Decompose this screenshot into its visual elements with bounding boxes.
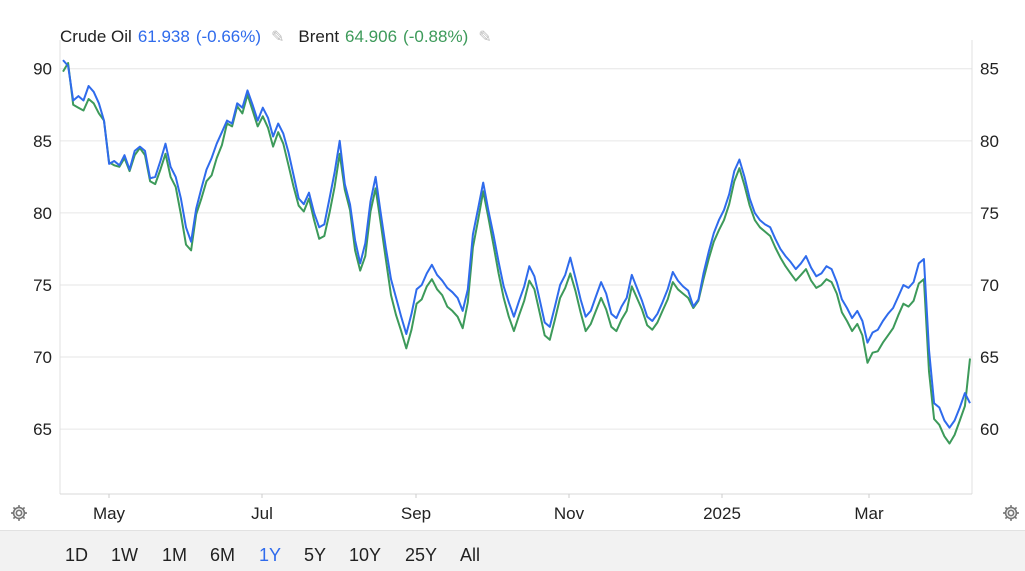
chart-area: 90 85 80 75 70 65 85 80 75 70 65 60 May Jul Sep Nov 2025…	[8, 27, 1022, 524]
series-line-crude-oil	[62, 59, 971, 429]
range-25y-button[interactable]: 25Y	[405, 545, 438, 565]
pencil-icon[interactable]: ✎	[478, 29, 492, 46]
x-axis-tick-label: 2025	[703, 504, 741, 523]
left-axis-tick-label: 70	[33, 348, 52, 367]
right-axis-tick-label: 70	[980, 276, 999, 295]
range-5y-button[interactable]: 5Y	[304, 545, 327, 565]
legend-crude-oil-name: Crude Oil	[60, 27, 132, 46]
legend-crude-oil-value: 61.938	[137, 27, 190, 46]
gear-icon[interactable]	[8, 502, 30, 524]
gear-icon[interactable]	[1000, 502, 1022, 524]
left-axis-tick-label: 65	[33, 420, 52, 439]
legend-crude-oil[interactable]: Crude Oil 61.938 (-0.66%) ✎	[60, 27, 284, 47]
range-1d-button[interactable]: 1D	[65, 545, 89, 565]
right-axis-tick-label: 85	[980, 60, 999, 79]
legend-crude-oil-change: (-0.66%)	[195, 27, 261, 46]
legend-brent-change: (-0.88%)	[403, 27, 469, 46]
range-10y-button[interactable]: 10Y	[349, 545, 382, 565]
range-1m-button[interactable]: 1M	[162, 545, 188, 565]
price-chart: 90 85 80 75 70 65 85 80 75 70 65 60 May Jul Sep Nov 2025…	[33, 40, 999, 523]
legend-brent[interactable]: Brent 64.906 (-0.88%) ✎	[298, 27, 491, 47]
left-axis-tick-label: 75	[33, 276, 52, 295]
left-axis-tick-label: 90	[33, 60, 52, 79]
legend-brent-name: Brent	[298, 27, 340, 46]
range-selector: 1D 1W 1M 6M 1Y 5Y 10Y 25Y All	[0, 530, 1025, 571]
right-axis-tick-label: 65	[980, 348, 999, 367]
x-axis-tick-label: Jul	[251, 504, 273, 523]
pencil-icon[interactable]: ✎	[271, 29, 285, 46]
range-1w-button[interactable]: 1W	[111, 545, 138, 565]
x-axis-tick-label: Mar	[854, 504, 884, 523]
x-axis-tick-label: Nov	[554, 504, 585, 523]
legend-brent-value: 64.906	[345, 27, 398, 46]
right-axis-tick-label: 75	[980, 204, 999, 223]
range-6m-button[interactable]: 6M	[210, 545, 236, 565]
right-axis-tick-label: 80	[980, 132, 999, 151]
right-axis-tick-label: 60	[980, 420, 999, 439]
range-1y-button[interactable]: 1Y	[259, 545, 282, 565]
left-axis-tick-label: 85	[33, 132, 52, 151]
chart-legend: Crude Oil 61.938 (-0.66%) ✎ Brent 64.906…	[60, 27, 506, 47]
left-axis-tick-label: 80	[33, 204, 52, 223]
x-axis-tick-label: May	[93, 504, 126, 523]
range-all-button[interactable]: All	[460, 545, 481, 565]
series-line-brent	[62, 62, 971, 445]
x-axis-tick-label: Sep	[401, 504, 431, 523]
